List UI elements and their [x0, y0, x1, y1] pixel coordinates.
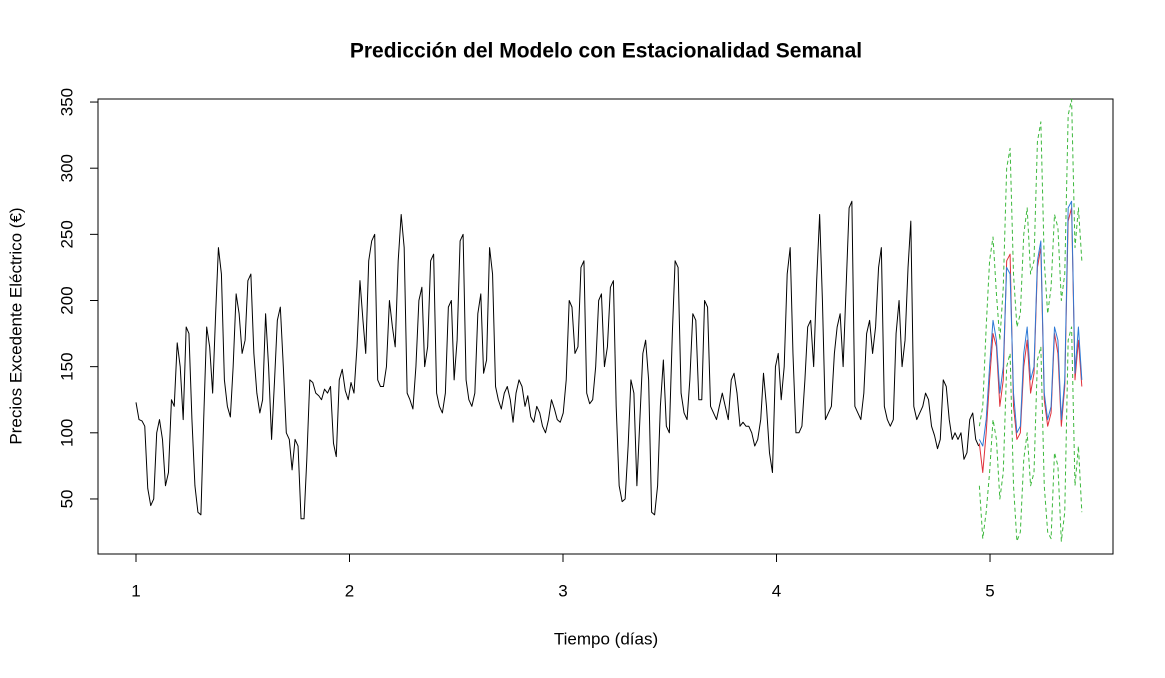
- x-tick-label: 5: [985, 581, 994, 600]
- y-tick-label: 100: [57, 419, 76, 447]
- y-tick-label: 200: [57, 286, 76, 314]
- plot-box: [97, 98, 1114, 555]
- chart-title: Predicción del Modelo con Estacionalidad…: [350, 40, 862, 63]
- x-tick-label: 1: [131, 581, 140, 600]
- y-tick-label: 250: [57, 220, 76, 248]
- y-tick-label: 50: [57, 489, 76, 508]
- series-line: [978, 98, 1083, 427]
- y-tick-label: 350: [57, 88, 76, 116]
- y-tick-label: 300: [57, 154, 76, 182]
- series-line: [978, 200, 1083, 447]
- y-axis-label: Precios Excedente Eléctrico (€): [6, 207, 25, 444]
- series-line: [135, 200, 980, 520]
- x-tick-label: 2: [345, 581, 354, 600]
- y-tick-label: 150: [57, 352, 76, 380]
- series-line: [978, 326, 1083, 542]
- x-axis-label: Tiempo (días): [554, 629, 658, 648]
- x-tick-label: 3: [558, 581, 567, 600]
- x-tick-label: 4: [772, 581, 781, 600]
